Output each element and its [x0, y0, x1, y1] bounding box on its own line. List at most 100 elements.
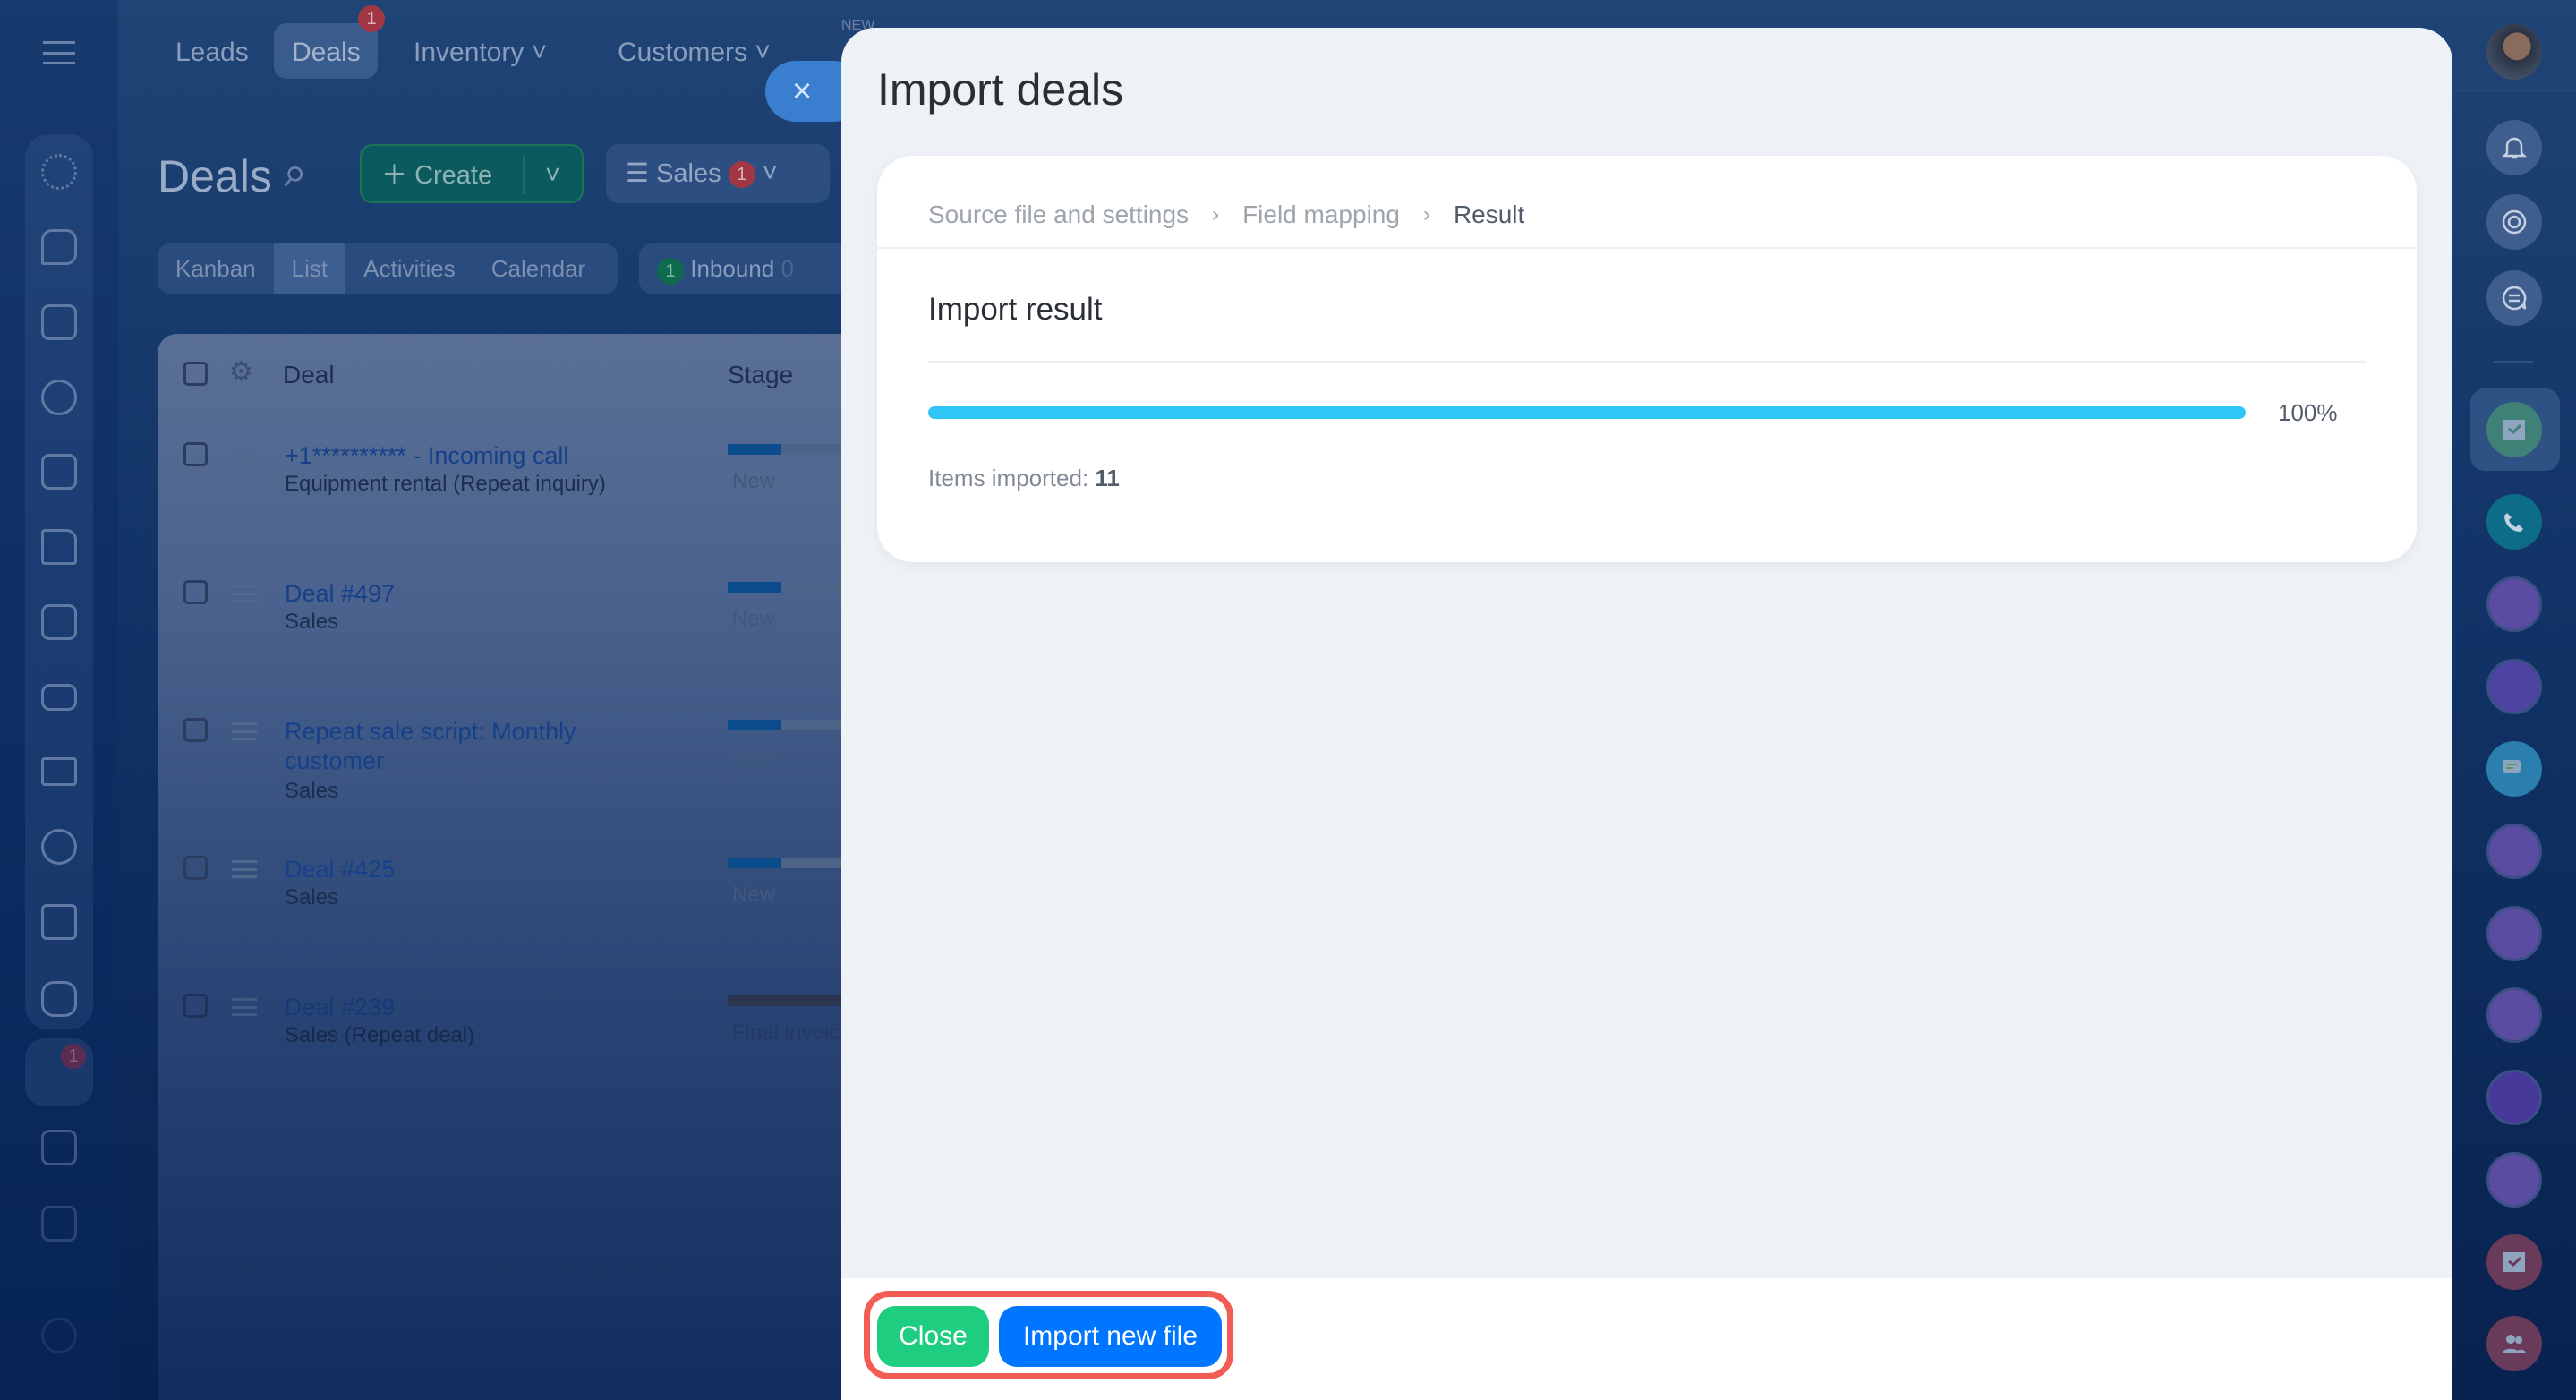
import-new-file-button[interactable]: Import new file [999, 1306, 1222, 1367]
deal-link[interactable]: Deal #425 [285, 856, 396, 883]
column-deal[interactable]: Deal [283, 361, 335, 388]
drag-handle-icon[interactable] [232, 585, 257, 602]
sidebar-item-team-icon[interactable] [41, 829, 77, 865]
progress-percent: 100% [2278, 399, 2338, 426]
deal-subtitle: Sales (Repeat deal) [285, 1023, 475, 1047]
tasks-inbox-icon[interactable] [2486, 402, 2542, 457]
tab-kanban[interactable]: Kanban [175, 255, 256, 282]
sidebar-settings-icon[interactable] [41, 1318, 77, 1353]
nav-leads[interactable]: Leads [175, 38, 249, 67]
deal-link[interactable]: +1********** - Incoming call [285, 442, 569, 469]
chevron-right-icon: › [1422, 202, 1430, 226]
selected-count: SELECTED: 0 / 5 [193, 1257, 374, 1281]
create-button[interactable]: ＋ Create ˅ [360, 144, 584, 203]
openline-chat-icon[interactable] [2486, 987, 2542, 1043]
user-avatar[interactable] [2486, 24, 2542, 80]
sidebar-badge: 1 [61, 1044, 86, 1069]
sidebar-item-docs-icon[interactable] [41, 529, 77, 565]
sidebar-item-store-icon[interactable] [41, 1206, 77, 1242]
highlight-outline [864, 1291, 1233, 1379]
openline-chat-icon[interactable] [2486, 824, 2542, 879]
messages-icon[interactable] [2486, 741, 2542, 797]
phone-icon[interactable] [2486, 494, 2542, 550]
drag-handle-icon[interactable] [232, 998, 257, 1016]
sales-label: Sales [656, 159, 721, 188]
divider [2452, 90, 2576, 91]
progress-fill [928, 406, 2246, 419]
progress-bar [928, 406, 2246, 419]
openline-chat-icon[interactable] [2486, 1152, 2542, 1208]
row-checkbox[interactable] [183, 718, 208, 742]
nav-deals-badge: 1 [358, 5, 385, 32]
sales-badge: 1 [728, 161, 755, 189]
deal-link[interactable]: Deal #239 [285, 994, 396, 1020]
stage-label: New [732, 883, 776, 907]
drag-handle-icon[interactable] [232, 860, 257, 878]
stage-bar[interactable] [728, 858, 844, 868]
sidebar-item-storage-icon[interactable] [41, 684, 77, 711]
sales-funnel-button[interactable]: ☰ Sales 1 ˅ [606, 144, 830, 203]
select-all-checkbox[interactable] [183, 362, 208, 386]
panel-title: Import deals [877, 64, 1124, 115]
drag-handle-icon[interactable] [232, 447, 257, 465]
row-checkbox[interactable] [183, 994, 208, 1018]
sidebar-item-schedule-icon[interactable] [41, 1130, 77, 1165]
divider [877, 247, 2417, 249]
chevron-down-icon[interactable]: ˅ [545, 161, 560, 190]
row-checkbox[interactable] [183, 580, 208, 604]
channels-chat-icon[interactable] [2486, 270, 2542, 326]
gear-icon[interactable]: ⚙ [229, 357, 253, 387]
sidebar-item-mail-icon[interactable] [41, 757, 77, 786]
table-divider [158, 414, 856, 415]
next-counter: 0 [780, 255, 794, 282]
pin-icon[interactable]: ⚲ [275, 158, 311, 195]
stage-bar[interactable] [728, 995, 844, 1006]
drag-handle-icon[interactable] [232, 722, 257, 740]
row-checkbox[interactable] [183, 442, 208, 466]
stage-bar[interactable] [728, 444, 844, 455]
tab-list[interactable]: List [273, 243, 346, 294]
divider [2494, 361, 2533, 363]
close-button[interactable]: Close [877, 1306, 989, 1367]
sidebar-item-tasks-icon[interactable] [41, 904, 77, 940]
openline-chat-icon[interactable] [2486, 659, 2542, 714]
tasks-inbox-icon[interactable] [2486, 1234, 2542, 1290]
deal-link[interactable]: Deal #497 [285, 580, 396, 607]
stage-label: New [732, 469, 776, 493]
openline-chat-icon[interactable] [2486, 1070, 2542, 1125]
funnel-icon: ☰ [626, 159, 649, 188]
sidebar-item-crm-icon[interactable] [41, 380, 77, 415]
copilot-icon[interactable] [2486, 194, 2542, 250]
nav-deals[interactable]: Deals [292, 38, 361, 67]
tab-activities[interactable]: Activities [363, 255, 456, 282]
tab-calendar[interactable]: Calendar [490, 255, 586, 282]
sidebar-item-feed-icon[interactable] [41, 154, 77, 190]
total-show-quantity[interactable]: TOTAL: SHOW QUANTITY [455, 1257, 734, 1281]
import-deals-panel: Import deals Source file and settings › … [841, 28, 2452, 1400]
openline-chat-icon[interactable] [2486, 576, 2542, 632]
deal-subtitle: Sales [285, 779, 339, 803]
notifications-bell-icon[interactable] [2486, 120, 2542, 175]
nav-inventory-label: Inventory [414, 38, 525, 67]
stage-bar[interactable] [728, 720, 844, 730]
row-checkbox[interactable] [183, 856, 208, 880]
stage-bar[interactable] [728, 582, 844, 593]
sidebar-item-calendar-icon[interactable] [41, 454, 77, 490]
sidebar-item-presentation-icon[interactable] [41, 604, 77, 640]
openline-chat-icon[interactable] [2486, 906, 2542, 961]
nav-inventory[interactable]: Inventory ˅ [414, 38, 548, 67]
sidebar-item-chat-icon[interactable] [41, 229, 77, 265]
deal-subtitle: Equipment rental (Repeat inquiry) [285, 472, 606, 496]
column-stage[interactable]: Stage [728, 361, 794, 388]
nav-customers[interactable]: Customers ˅ [618, 38, 771, 67]
menu-icon[interactable] [43, 41, 75, 64]
divider [928, 361, 2366, 363]
sidebar-item-robot-icon[interactable] [41, 981, 77, 1017]
sidebar-item-news-icon[interactable] [41, 304, 77, 340]
inbound-counter[interactable]: 1 Inbound 0 [639, 243, 854, 294]
panel-footer: Close Import new file [841, 1278, 2452, 1400]
import-steps: Source file and settings › Field mapping… [928, 201, 1524, 229]
items-imported-label: Items imported: [928, 465, 1089, 491]
group-users-icon[interactable] [2486, 1316, 2542, 1371]
deal-link[interactable]: Repeat sale script: Monthly customer [285, 718, 576, 774]
